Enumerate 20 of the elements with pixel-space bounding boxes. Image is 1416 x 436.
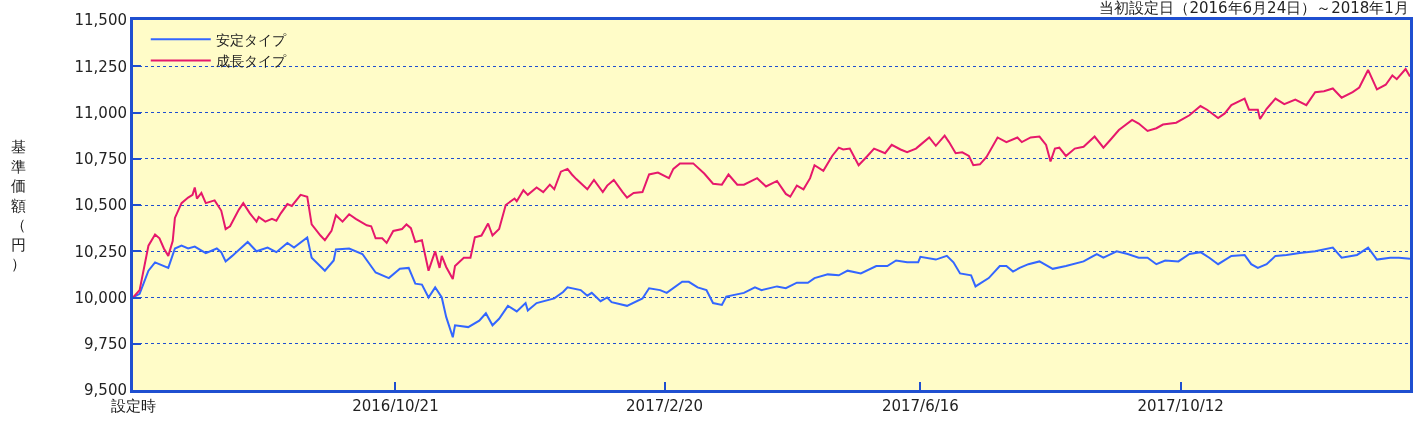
y-tick-label: 11,500 <box>74 11 127 30</box>
x-tick-label: 2017/10/12 <box>1137 397 1224 415</box>
y-tick-label: 9,750 <box>84 335 127 353</box>
y-tick-label: 9,500 <box>84 381 127 400</box>
y-tick-label: 10,000 <box>74 288 127 307</box>
y-axis-title: 基準価額（円） <box>11 138 26 273</box>
x-tick-label: 設定時 <box>110 397 156 415</box>
y-tick-label: 11,000 <box>74 103 127 122</box>
line-series <box>133 236 1410 339</box>
chart-title: 当初設定日（2016年6月24日）～2018年1月 <box>1099 0 1409 17</box>
y-tick-label: 10,250 <box>74 242 127 261</box>
x-tick-label: 2017/2/20 <box>626 397 703 415</box>
legend-label: 成長タイプ <box>215 52 287 69</box>
y-tick-label: 10,500 <box>74 196 127 215</box>
line-series <box>133 68 1410 299</box>
legend-label: 安定タイプ <box>215 31 287 48</box>
y-tick-label: 10,750 <box>74 150 127 168</box>
y-tick-label: 11,250 <box>74 57 127 76</box>
x-tick-label: 2016/10/21 <box>352 397 439 415</box>
x-tick-label: 2017/6/16 <box>881 397 959 415</box>
